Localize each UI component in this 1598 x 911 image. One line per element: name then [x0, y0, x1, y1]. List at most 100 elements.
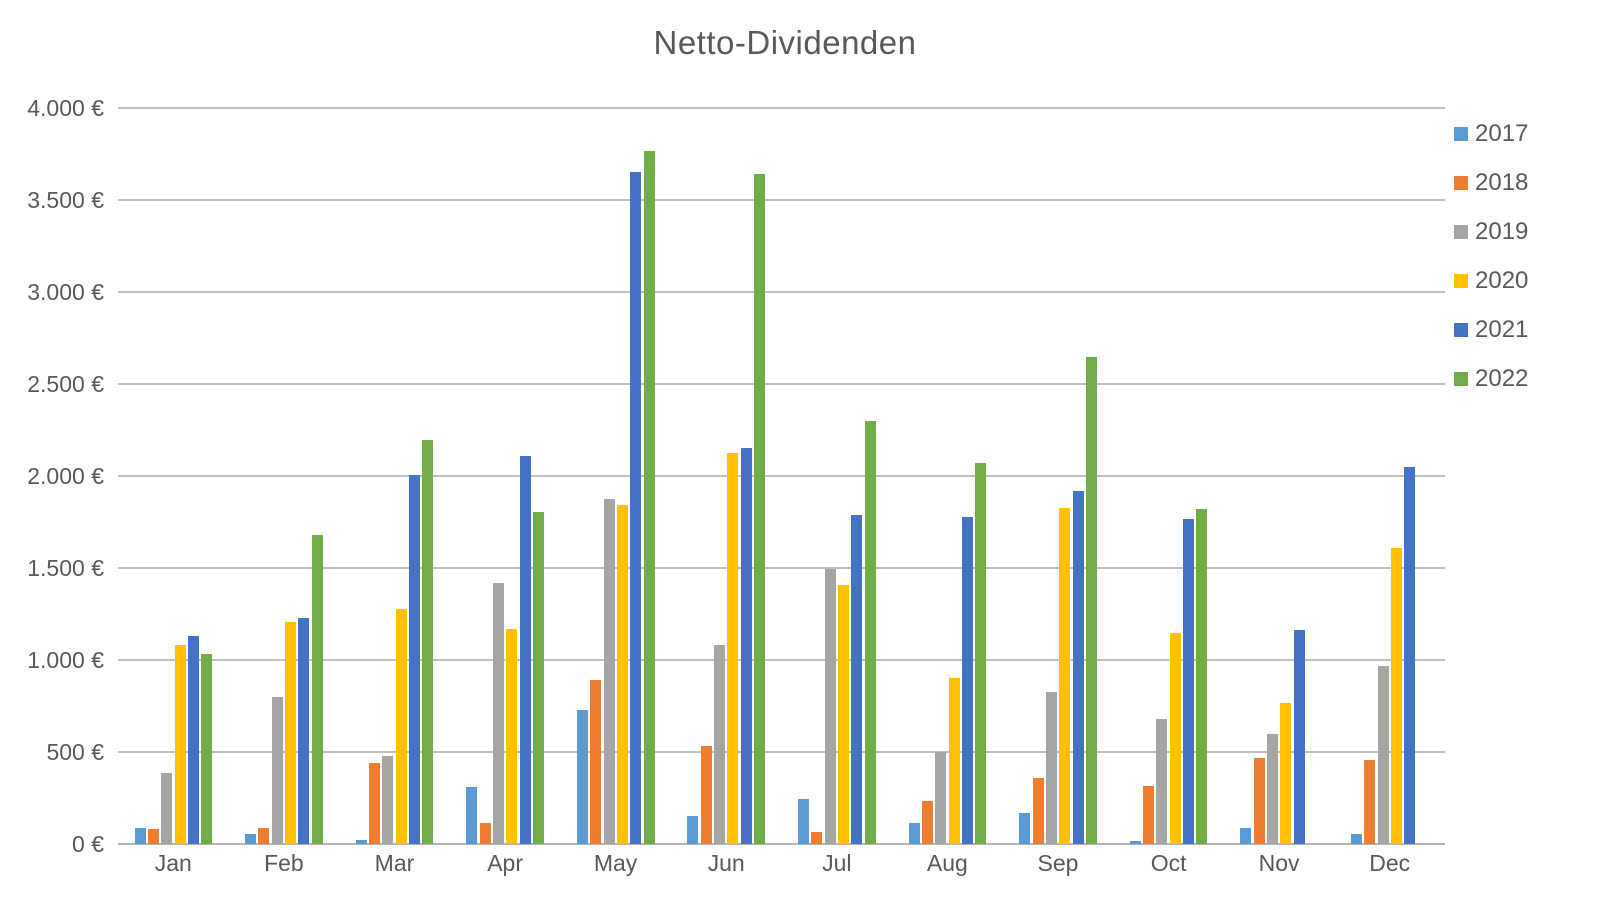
x-axis-label: Dec: [1369, 850, 1411, 876]
bar-2019-dec: [1377, 666, 1389, 844]
y-axis-tick-label: 500 €: [46, 739, 104, 765]
legend-item-2022: 2022: [1454, 354, 1528, 403]
bar-2019-sep: [1045, 692, 1057, 844]
bar-2022-jul: [864, 420, 876, 844]
gridline: [118, 475, 1445, 477]
bar-2017-nov: [1240, 828, 1252, 844]
bar-2018-aug: [921, 800, 933, 844]
bar-2019-jul: [824, 568, 836, 844]
bar-2018-may: [590, 680, 602, 844]
legend-item-2021: 2021: [1454, 305, 1528, 354]
y-axis-tick-label: 0 €: [72, 831, 104, 857]
bar-2020-feb: [285, 622, 296, 844]
bar-2020-sep: [1059, 508, 1071, 844]
x-axis-label: Mar: [374, 850, 415, 876]
x-axis-label: Oct: [1150, 850, 1187, 876]
chart-legend: 2017 2018 2019 2020 2021 2022: [1454, 109, 1528, 403]
bar-2020-jun: [727, 453, 739, 844]
bar-2022-mar: [422, 440, 434, 844]
legend-label: 2022: [1475, 364, 1529, 392]
legend-swatch-2019: [1454, 224, 1468, 239]
bar-2022-aug: [975, 463, 987, 844]
chart-title: Netto-Dividenden: [653, 24, 917, 61]
bar-2021-nov: [1293, 629, 1305, 844]
bar-2017-sep: [1019, 812, 1031, 844]
legend-item-2019: 2019: [1454, 207, 1528, 256]
bar-2021-mar: [409, 475, 420, 844]
bar-2022-apr: [532, 511, 544, 844]
bar-2022-oct: [1196, 509, 1208, 844]
bar-2020-nov: [1280, 703, 1292, 844]
bar-2018-feb: [258, 828, 270, 844]
bar-2020-apr: [506, 628, 518, 844]
legend-swatch-2017: [1454, 126, 1468, 141]
x-axis-label: Jun: [707, 850, 745, 876]
bar-2021-sep: [1072, 490, 1084, 844]
bar-2019-nov: [1267, 733, 1278, 844]
bar-2021-may: [630, 172, 642, 844]
gridline: [118, 107, 1445, 109]
bar-2021-dec: [1404, 466, 1416, 844]
bar-2021-jul: [851, 514, 863, 844]
y-axis-tick-label: 2.500 €: [27, 371, 104, 397]
bar-2021-apr: [519, 455, 531, 844]
gridline: [118, 199, 1445, 201]
bar-2018-apr: [479, 822, 491, 844]
gridline: [118, 383, 1445, 385]
bar-2019-apr: [492, 582, 504, 844]
bar-2018-jun: [700, 745, 712, 844]
bar-2017-may: [576, 709, 588, 844]
legend-swatch-2018: [1454, 175, 1468, 190]
bar-2017-mar: [355, 840, 367, 844]
legend-item-2018: 2018: [1454, 158, 1528, 207]
x-axis-label: Apr: [487, 850, 523, 876]
bar-2022-feb: [311, 534, 323, 844]
x-axis-label: Aug: [926, 850, 968, 876]
bar-2017-feb: [245, 833, 256, 844]
bar-2019-aug: [935, 752, 947, 844]
legend-item-2020: 2020: [1454, 256, 1528, 305]
bar-2022-sep: [1085, 357, 1097, 844]
y-axis-tick-label: 2.000 €: [27, 463, 104, 489]
bar-2017-jan: [134, 828, 146, 844]
legend-swatch-2022: [1454, 371, 1468, 386]
bar-2019-may: [603, 499, 615, 844]
bar-2020-jul: [838, 584, 849, 844]
legend-swatch-2021: [1454, 322, 1468, 337]
x-axis-label: Jul: [822, 850, 852, 876]
bar-2019-jan: [161, 773, 173, 844]
bar-2020-may: [616, 504, 628, 844]
bar-2019-oct: [1156, 718, 1168, 844]
bar-2022-jan: [201, 653, 213, 844]
bar-2017-dec: [1350, 833, 1362, 844]
bar-2018-jul: [811, 832, 823, 844]
bar-2019-mar: [382, 755, 394, 844]
legend-item-2017: 2017: [1454, 109, 1528, 158]
bar-2018-oct: [1143, 786, 1154, 844]
gridline: [118, 659, 1445, 661]
bar-2021-jan: [187, 636, 199, 844]
bar-2017-oct: [1129, 841, 1141, 844]
bar-2020-mar: [395, 608, 407, 844]
bar-2021-oct: [1183, 519, 1194, 844]
bar-2021-jun: [740, 447, 752, 844]
gridline: [118, 567, 1445, 569]
x-axis-label: Feb: [264, 850, 304, 876]
y-axis-tick-label: 3.000 €: [27, 279, 104, 305]
bar-2017-jun: [687, 815, 699, 844]
bar-2018-nov: [1253, 757, 1265, 844]
gridline: [118, 751, 1445, 753]
bar-2018-jan: [147, 829, 159, 844]
bar-2017-apr: [466, 787, 478, 844]
bar-2022-may: [643, 151, 655, 844]
bar-2020-dec: [1390, 547, 1402, 844]
y-axis-tick-label: 4.000 €: [27, 95, 104, 121]
bar-2019-jun: [714, 645, 725, 844]
x-axis-line: [118, 843, 1445, 845]
gridline: [118, 291, 1445, 293]
bar-2021-aug: [961, 517, 973, 844]
x-axis-label: Nov: [1258, 850, 1300, 876]
x-axis-label: May: [593, 850, 638, 876]
bar-2018-mar: [369, 763, 380, 844]
